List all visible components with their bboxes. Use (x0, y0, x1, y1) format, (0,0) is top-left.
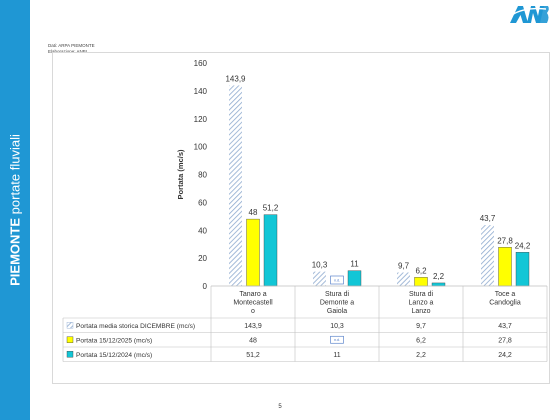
y-tick-label: 80 (198, 171, 207, 180)
table-value: 48 (249, 337, 257, 344)
y-tick-label: 100 (194, 143, 208, 152)
bar-nd-label: n.d. (334, 279, 340, 283)
table-value: 10,3 (330, 323, 344, 330)
legend-swatch (66, 322, 74, 329)
legend-series-name: Portata 15/12/2025 (mc/s) (76, 337, 152, 344)
bar-value-label: 43,7 (480, 214, 496, 223)
bar-value-label: 2,2 (433, 272, 445, 281)
x-category-label: Gaiola (327, 308, 347, 315)
y-tick-label: 20 (198, 254, 207, 263)
x-category-label: Lanzo a (409, 300, 434, 307)
bar-value-label: 143,9 (225, 74, 246, 83)
source-line-2: Elaborazione: ANBI (48, 49, 95, 55)
bar (229, 85, 242, 286)
y-tick-label: 40 (198, 226, 207, 235)
y-tick-label: 60 (198, 198, 207, 207)
bar (246, 218, 260, 287)
bar-value-label: 6,2 (415, 266, 427, 275)
bar (414, 277, 428, 287)
bar (498, 247, 512, 287)
sidebar-title-bold: PIEMONTE (7, 217, 23, 286)
sidebar-title: PIEMONTE portate fluviali (8, 134, 23, 286)
legend-series-name: Portata 15/12/2024 (mc/s) (76, 352, 152, 359)
y-axis-label: Portata (mc/s) (176, 149, 185, 200)
table-value: 51,2 (246, 352, 260, 359)
table-nd-label: n.d. (334, 338, 340, 342)
y-tick-label: 160 (194, 59, 208, 68)
bar-value-label: 24,2 (515, 241, 531, 250)
bar-nd-marker (330, 275, 344, 285)
x-category-label: Stura di (325, 291, 350, 298)
legend-series-name: Portata media storica DICEMBRE (mc/s) (76, 323, 195, 330)
table-value: 143,9 (244, 323, 262, 330)
bar-value-label: 10,3 (312, 261, 328, 270)
bar-chart: 0 20 40 60 80 100 120 140 160 Portata (mc/s) 143,9… (62, 59, 548, 362)
page-number: 5 (278, 404, 282, 410)
y-tick-label: 120 (194, 115, 208, 124)
bar (515, 252, 530, 287)
bar-value-label: 48 (249, 208, 258, 217)
table-value: 2,2 (416, 352, 426, 359)
x-category-label: Tanaro a (239, 291, 266, 298)
bar (263, 214, 278, 287)
bar (431, 282, 446, 287)
chart-frame: 0 20 40 60 80 100 120 140 160 Portata (mc/s) 143,9… (52, 52, 550, 384)
bar-value-label: 9,7 (398, 261, 410, 270)
legend-swatch (66, 351, 74, 358)
source-note: Dati: ARPA PIEMONTE Elaborazione: ANBI (48, 43, 95, 55)
x-category-label: Toce a (495, 291, 516, 298)
table-value: 9,7 (416, 323, 426, 330)
source-line-1: Dati: ARPA PIEMONTE (48, 43, 95, 48)
bar-value-label: 11 (350, 260, 359, 269)
y-tick-label: 0 (203, 282, 208, 291)
table-nd-marker (330, 335, 344, 344)
x-category-label: Demonte a (320, 300, 354, 307)
table-value: 11 (333, 352, 340, 359)
x-category-label: Montecastell (233, 300, 273, 307)
x-category-label: Candoglia (489, 300, 521, 307)
bar (481, 225, 494, 286)
sidebar-title-rest: portate fluviali (7, 134, 23, 215)
bar-value-label: 27,8 (497, 236, 513, 245)
bar-value-label: 51,2 (263, 204, 279, 213)
table-value: 27,8 (498, 337, 512, 344)
table-value: 6,2 (416, 337, 426, 344)
x-category-label: o (251, 308, 255, 315)
sidebar: PIEMONTE portate fluviali (0, 0, 30, 420)
bar (347, 270, 362, 287)
x-category-label: Lanzo (411, 308, 430, 315)
legend-swatch (66, 336, 74, 343)
table-value: 24,2 (498, 352, 512, 359)
table-value: 43,7 (498, 323, 512, 330)
y-tick-label: 140 (194, 87, 208, 96)
anbi-logo (510, 6, 549, 23)
x-category-label: Stura di (409, 291, 434, 298)
bar (313, 271, 326, 286)
bar (397, 272, 410, 286)
